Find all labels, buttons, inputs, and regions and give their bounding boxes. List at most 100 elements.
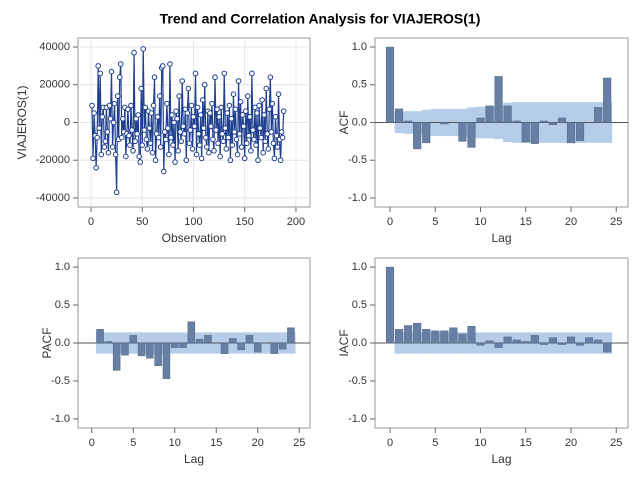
data-point xyxy=(147,140,154,147)
data-point xyxy=(159,63,166,69)
data-point xyxy=(101,144,108,150)
data-point xyxy=(138,85,145,92)
x-tick-label: 10 xyxy=(169,437,181,449)
data-point xyxy=(232,106,239,113)
data-point xyxy=(91,110,97,116)
x-axis-label: Lag xyxy=(491,452,511,466)
data-point xyxy=(225,134,232,141)
y-tick-label: 0 xyxy=(64,116,70,128)
data-point xyxy=(191,123,198,130)
data-point xyxy=(140,46,147,52)
bar xyxy=(431,330,440,344)
data-point xyxy=(102,138,109,145)
data-point xyxy=(174,115,180,122)
data-point xyxy=(114,93,121,99)
data-point xyxy=(231,129,238,135)
bar xyxy=(395,329,404,344)
data-point xyxy=(240,123,247,130)
data-point xyxy=(148,110,155,116)
data-point xyxy=(248,147,254,154)
x-tick-label: 50 xyxy=(136,216,148,228)
y-tick-label: 1.0 xyxy=(352,41,367,53)
data-point xyxy=(95,63,101,69)
bar xyxy=(594,107,603,123)
bar xyxy=(494,76,503,123)
bar xyxy=(539,342,548,345)
data-point xyxy=(187,127,194,133)
data-point xyxy=(235,78,242,84)
bar xyxy=(146,342,154,359)
bar xyxy=(253,342,262,353)
data-point xyxy=(90,155,96,162)
bar xyxy=(154,342,162,367)
x-tick-label: 0 xyxy=(89,437,95,449)
bar xyxy=(575,342,585,346)
data-point xyxy=(193,151,200,158)
data-point xyxy=(256,102,262,109)
y-tick-label: 0.5 xyxy=(55,299,70,311)
data-point xyxy=(208,123,214,130)
data-point xyxy=(241,155,248,162)
bar xyxy=(494,342,503,348)
data-point xyxy=(164,100,170,107)
data-point xyxy=(224,110,231,116)
x-tick-label: 20 xyxy=(252,437,264,449)
y-tick-label: -0.5 xyxy=(51,375,70,387)
data-point xyxy=(118,134,125,141)
data-point xyxy=(116,74,123,81)
bar xyxy=(404,325,413,344)
bar xyxy=(395,108,404,123)
bar xyxy=(476,117,485,123)
data-point xyxy=(171,119,177,126)
bar xyxy=(195,338,204,344)
data-point xyxy=(139,142,146,148)
data-point xyxy=(204,144,210,150)
data-point xyxy=(137,159,144,165)
x-tick-label: 15 xyxy=(520,216,532,228)
data-point xyxy=(128,102,134,109)
data-point xyxy=(175,147,181,154)
data-point xyxy=(206,149,212,156)
bar xyxy=(485,105,494,123)
y-tick-label: -1.0 xyxy=(348,192,367,204)
bar xyxy=(449,327,458,344)
data-point xyxy=(242,108,249,114)
x-tick-label: 25 xyxy=(610,216,622,228)
x-tick-label: 15 xyxy=(210,437,222,449)
data-point xyxy=(89,102,95,109)
data-point xyxy=(110,119,117,126)
data-point xyxy=(106,102,113,109)
data-point xyxy=(144,146,151,152)
y-axis-label: IACF xyxy=(337,329,351,356)
data-point xyxy=(98,151,105,158)
x-tick-label: 15 xyxy=(520,437,532,449)
bar xyxy=(458,122,467,142)
y-tick-label: -40000 xyxy=(36,192,70,204)
bar xyxy=(458,333,467,344)
data-point xyxy=(163,136,169,143)
data-point xyxy=(272,114,279,120)
data-point xyxy=(99,114,106,120)
data-point xyxy=(244,93,251,99)
data-point xyxy=(210,136,216,143)
bar xyxy=(603,342,612,353)
data-point xyxy=(135,112,141,118)
x-tick-label: 5 xyxy=(432,437,438,449)
data-point xyxy=(111,100,118,107)
data-point xyxy=(229,142,236,148)
y-tick-label: 1.0 xyxy=(55,261,70,273)
data-point xyxy=(112,151,119,158)
bar xyxy=(512,339,521,344)
data-point xyxy=(277,157,284,164)
bar xyxy=(104,341,113,344)
data-point xyxy=(250,127,256,133)
bar xyxy=(385,46,395,123)
bar xyxy=(557,342,566,345)
bar xyxy=(467,122,476,148)
series-line xyxy=(91,48,285,193)
data-point xyxy=(160,168,167,175)
x-tick-label: 5 xyxy=(432,216,438,228)
x-tick-label: 5 xyxy=(130,437,136,449)
data-point xyxy=(253,142,259,148)
bar xyxy=(566,122,576,144)
